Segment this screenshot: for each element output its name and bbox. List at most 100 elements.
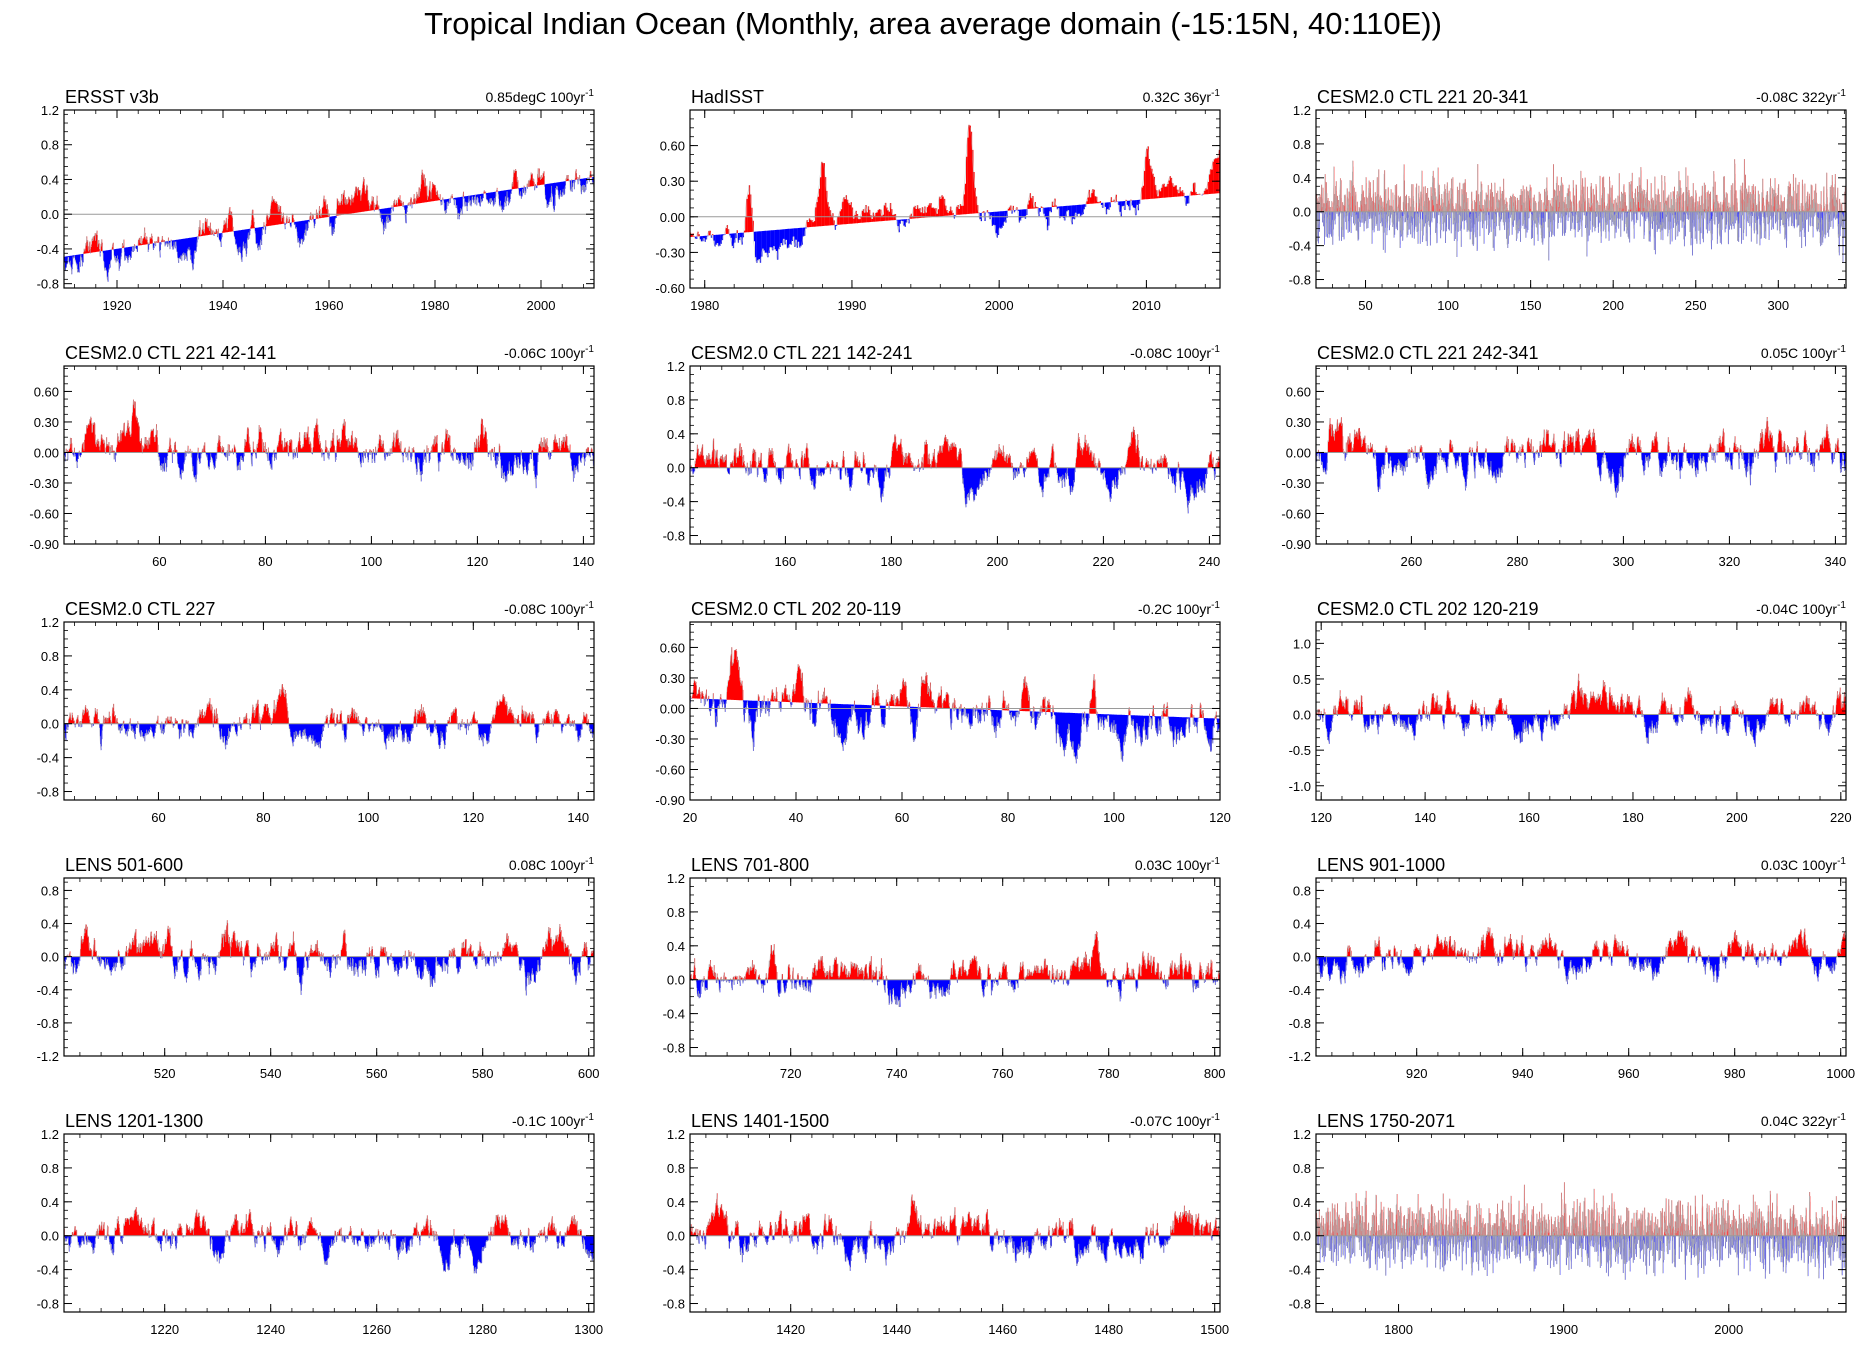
negative-anomaly-bars bbox=[64, 452, 595, 489]
panel-1: 1.2 0.8 0.4 0.0 -0.4 -0.8 1920 1940 1960 1980 2000… bbox=[37, 87, 595, 313]
y-tick-label: 0.4 bbox=[41, 172, 59, 187]
positive-anomaly-bars bbox=[1316, 673, 1847, 715]
panel-title: CESM2.0 CTL 221 242-341 bbox=[1317, 343, 1538, 363]
trend-superscript: -1 bbox=[585, 88, 594, 99]
trend-label: 0.03C 100yr-1 bbox=[1761, 856, 1847, 873]
anomaly-trace bbox=[1315, 927, 1846, 985]
y-tick-label: -0.4 bbox=[1289, 983, 1311, 998]
x-tick-label: 520 bbox=[154, 1066, 176, 1081]
y-tick-label: -0.4 bbox=[37, 751, 59, 766]
plot-frame bbox=[1315, 877, 1847, 1057]
negative-anomaly-bars bbox=[64, 723, 595, 751]
x-tick-label: 940 bbox=[1512, 1066, 1534, 1081]
y-tick-label: -0.90 bbox=[655, 793, 685, 808]
y-tick-label: 0.8 bbox=[41, 883, 59, 898]
trend-value: -0.04C 100yr bbox=[1756, 601, 1837, 617]
y-tick-label: -0.60 bbox=[655, 281, 685, 296]
positive-anomaly-bars bbox=[83, 168, 593, 254]
panel-9: 1.0 0.5 0.0 -0.5 -1.0 120 140 160 180 200 220 CESM2… bbox=[1289, 599, 1852, 825]
anomaly-trace bbox=[689, 1193, 1220, 1271]
x-tick-label: 120 bbox=[462, 810, 484, 825]
y-tick-label: 0.0 bbox=[667, 1229, 685, 1244]
x-tick-label: 80 bbox=[256, 810, 270, 825]
y-tick-label: 0.4 bbox=[667, 939, 685, 954]
panel-title: CESM2.0 CTL 227 bbox=[65, 599, 215, 619]
panel-14: 1.2 0.8 0.4 0.0 -0.4 -0.8 1420 1440 1460 1480 1500… bbox=[663, 1111, 1230, 1337]
panel-8: 0.60 0.30 0.00 -0.30 -0.60 -0.90 20 40 60 80 100 12… bbox=[655, 599, 1230, 825]
y-tick-label: -0.8 bbox=[37, 1297, 59, 1312]
anomaly-trace bbox=[1315, 1182, 1847, 1280]
y-tick-label: -0.8 bbox=[663, 1297, 685, 1312]
trend-value: -0.2C 100yr bbox=[1138, 601, 1211, 617]
x-tick-label: 1280 bbox=[468, 1322, 497, 1337]
y-tick-label: -0.60 bbox=[1281, 506, 1311, 521]
x-tick-label: 180 bbox=[1622, 810, 1644, 825]
y-tick-label: 1.2 bbox=[41, 103, 59, 118]
negative-anomaly-bars bbox=[64, 956, 592, 996]
x-tick-label: 140 bbox=[573, 554, 595, 569]
x-tick-label: 40 bbox=[789, 810, 803, 825]
trend-superscript: -1 bbox=[585, 1112, 594, 1123]
y-tick-label: -0.30 bbox=[1281, 476, 1311, 491]
x-tick-label: 2010 bbox=[1132, 298, 1161, 313]
x-tick-label: 100 bbox=[358, 810, 380, 825]
panel-title: LENS 1401-1500 bbox=[691, 1111, 829, 1131]
x-tick-label: 1240 bbox=[256, 1322, 285, 1337]
trend-superscript: -1 bbox=[585, 344, 594, 355]
y-tick-label: 0.30 bbox=[660, 671, 685, 686]
y-tick-label: 0.4 bbox=[667, 427, 685, 442]
x-tick-label: 920 bbox=[1406, 1066, 1428, 1081]
panel-title: CESM2.0 CTL 221 142-241 bbox=[691, 343, 912, 363]
trend-value: -0.08C 322yr bbox=[1756, 89, 1837, 105]
trend-value: 0.32C 36yr bbox=[1143, 89, 1212, 105]
plot-frame bbox=[1315, 1133, 1847, 1313]
x-tick-label: 280 bbox=[1507, 554, 1529, 569]
y-tick-label: -0.4 bbox=[1289, 239, 1311, 254]
panel-title: LENS 901-1000 bbox=[1317, 855, 1445, 875]
x-tick-label: 780 bbox=[1098, 1066, 1120, 1081]
trend-label: 0.08C 100yr-1 bbox=[509, 856, 595, 873]
y-tick-label: -0.30 bbox=[29, 476, 59, 491]
plot-frame bbox=[1315, 109, 1847, 289]
x-tick-label: 60 bbox=[151, 810, 165, 825]
x-tick-label: 1220 bbox=[150, 1322, 179, 1337]
panel-title: CESM2.0 CTL 221 20-341 bbox=[1317, 87, 1528, 107]
panel-2: 0.60 0.30 0.00 -0.30 -0.60 1980 1990 2000 2010 Ha… bbox=[655, 87, 1221, 313]
y-tick-label: -0.30 bbox=[655, 245, 685, 260]
y-tick-label: 0.5 bbox=[1293, 672, 1311, 687]
y-tick-label: -0.90 bbox=[29, 537, 59, 552]
plot-frame bbox=[63, 1133, 595, 1313]
x-tick-label: 80 bbox=[1001, 810, 1015, 825]
y-tick-label: 0.8 bbox=[667, 1161, 685, 1176]
y-tick-label: 0.4 bbox=[1293, 917, 1311, 932]
x-tick-label: 240 bbox=[1199, 554, 1221, 569]
trend-label: -0.08C 100yr-1 bbox=[504, 600, 594, 617]
trend-value: 0.85degC 100yr bbox=[485, 89, 585, 105]
y-tick-label: 0.8 bbox=[1293, 137, 1311, 152]
x-tick-label: 2000 bbox=[985, 298, 1014, 313]
x-tick-label: 1920 bbox=[103, 298, 132, 313]
y-tick-label: 0.8 bbox=[41, 1161, 59, 1176]
y-tick-label: -0.8 bbox=[37, 1016, 59, 1031]
x-tick-label: 1300 bbox=[574, 1322, 603, 1337]
x-tick-label: 120 bbox=[1209, 810, 1231, 825]
x-tick-label: 220 bbox=[1830, 810, 1852, 825]
trend-label: -0.06C 100yr-1 bbox=[504, 344, 594, 361]
y-tick-label: 1.2 bbox=[667, 359, 685, 374]
x-tick-label: 200 bbox=[1726, 810, 1748, 825]
panel-3: 1.2 0.8 0.4 0.0 -0.4 -0.8 50 100 150 200 250 300 CES… bbox=[1289, 87, 1847, 313]
x-tick-label: 80 bbox=[258, 554, 272, 569]
y-tick-label: 0.0 bbox=[41, 207, 59, 222]
trend-label: -0.1C 100yr-1 bbox=[512, 1112, 594, 1129]
y-tick-label: 1.2 bbox=[667, 871, 685, 886]
y-tick-label: 0.30 bbox=[34, 415, 59, 430]
trend-superscript: -1 bbox=[1837, 600, 1846, 611]
trend-label: -0.04C 100yr-1 bbox=[1756, 600, 1846, 617]
negative-anomaly-bars bbox=[690, 698, 1221, 764]
plot-frame bbox=[63, 109, 595, 289]
trend-value: -0.08C 100yr bbox=[1130, 345, 1211, 361]
y-tick-label: -0.60 bbox=[29, 506, 59, 521]
trend-label: -0.08C 100yr-1 bbox=[1130, 344, 1220, 361]
y-tick-label: -1.2 bbox=[37, 1049, 59, 1064]
